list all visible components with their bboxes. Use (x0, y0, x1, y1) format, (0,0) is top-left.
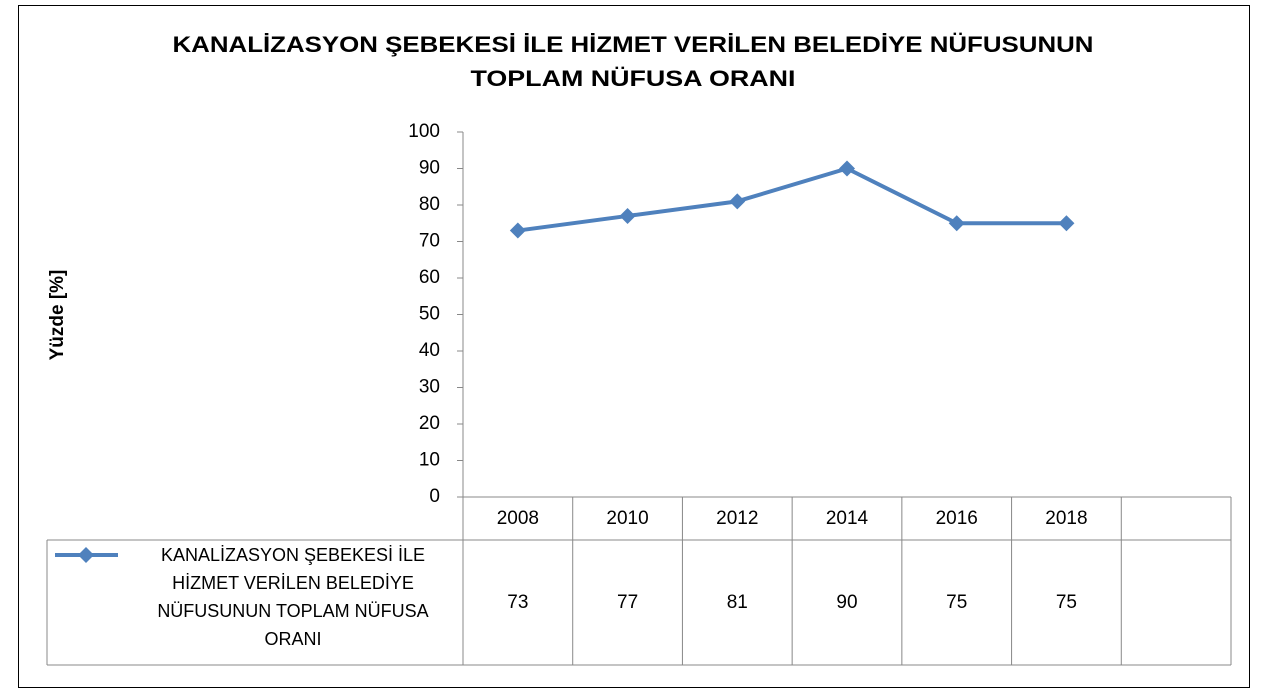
legend-box: KANALİZASYON ŞEBEKESİ İLE HİZMET VERİLEN… (157, 545, 429, 649)
y-tick-label: 20 (419, 413, 440, 434)
series-marker (1058, 215, 1075, 232)
y-tick-label: 50 (419, 304, 440, 325)
chart-border (18, 5, 1250, 688)
series-marker (729, 193, 746, 210)
table-value: 73 (507, 592, 528, 613)
x-tick-label: 2010 (606, 508, 648, 529)
x-tick-label: 2008 (497, 508, 539, 529)
chart-title: TOPLAM NÜFUSA ORANI (471, 66, 796, 91)
series-marker (509, 222, 526, 239)
table-value: 81 (727, 592, 748, 613)
table-value: 77 (617, 592, 638, 613)
table-value: 90 (836, 592, 857, 613)
table-value: 75 (1056, 592, 1077, 613)
y-tick-label: 40 (419, 340, 440, 361)
y-tick-label: 10 (419, 450, 440, 471)
series-marker (839, 160, 855, 177)
series-marker (948, 215, 965, 232)
legend-marker (78, 547, 94, 563)
x-tick-label: 2014 (826, 508, 869, 529)
y-tick-label: 0 (429, 486, 440, 507)
x-tick-label: 2016 (936, 508, 978, 529)
legend-label: KANALİZASYON ŞEBEKESİ İLE HİZMET VERİLEN… (157, 545, 429, 649)
y-tick-label: 70 (419, 231, 440, 252)
x-tick-label: 2018 (1045, 508, 1087, 529)
chart-title: KANALİZASYON ŞEBEKESİ İLE HİZMET VERİLEN… (173, 32, 1094, 57)
y-tick-label: 90 (419, 158, 440, 179)
table-value: 75 (946, 592, 967, 613)
y-tick-label: 80 (419, 194, 440, 215)
series-line (517, 166, 1067, 233)
series-marker (619, 207, 636, 224)
y-tick-label: 30 (419, 377, 440, 398)
y-tick-label: 100 (408, 121, 440, 142)
y-tick-label: 60 (419, 267, 440, 288)
y-axis-label: Yüzde [%] (47, 270, 68, 361)
x-tick-label: 2012 (716, 508, 758, 529)
